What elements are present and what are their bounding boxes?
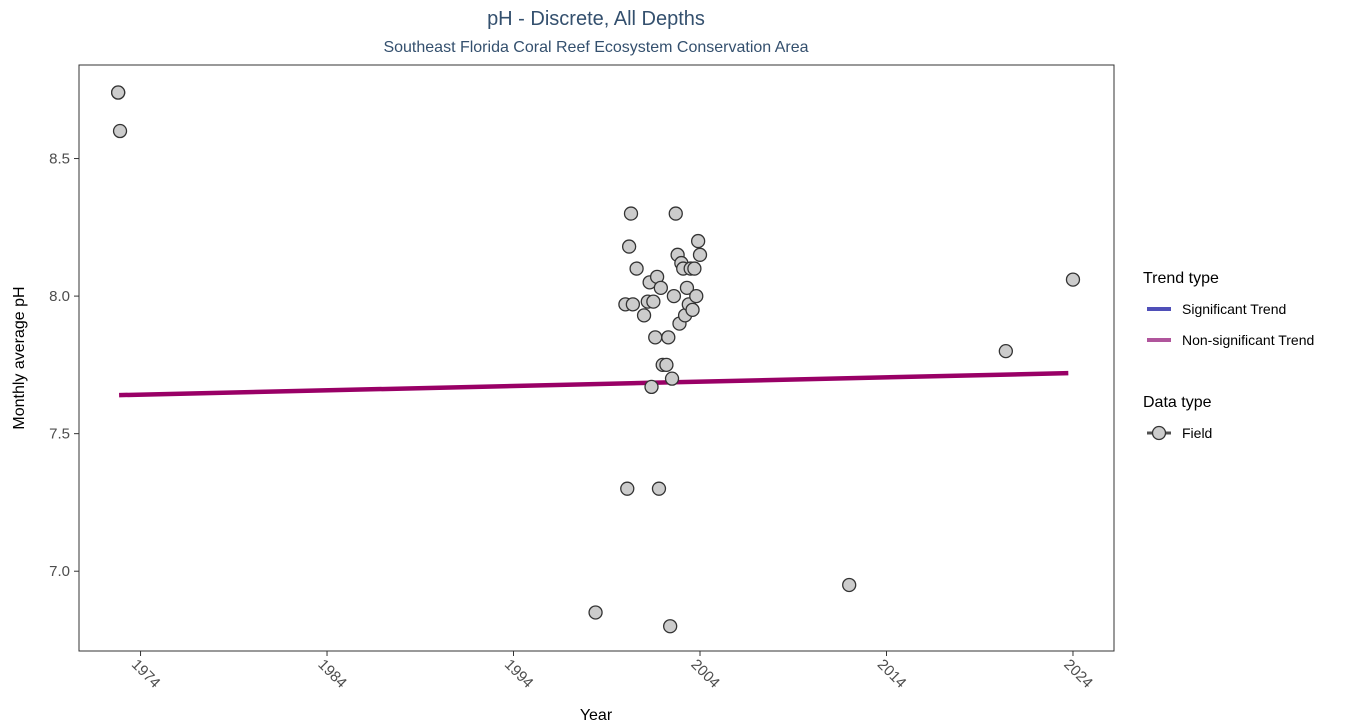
data-point [1065,272,1081,287]
x-tick-label: 2014 [874,656,910,692]
x-tick-label: 1984 [314,656,350,692]
data-point [653,280,668,295]
chart-title: pH - Discrete, All Depths [487,8,705,30]
y-tick-label: 8.0 [49,288,70,305]
data-point [659,357,674,373]
x-axis-title: Year [580,707,613,724]
data-point [646,294,661,309]
y-tick-label: 7.0 [49,563,70,580]
data-point [648,330,663,345]
data-point [692,247,708,262]
data-point [636,308,652,323]
data-point [679,280,695,295]
legend: Trend type Significant Trend Non-signifi… [1143,270,1314,441]
x-tick-label: 2024 [1060,656,1096,692]
chart-subtitle: Southeast Florida Coral Reef Ecosystem C… [383,39,808,56]
data-point [111,85,126,100]
legend-field-label: Field [1182,425,1212,441]
data-point [623,206,639,221]
data-point [687,261,702,276]
data-point [620,481,635,496]
data-point [112,123,128,139]
data-point [625,297,641,312]
data-point [663,619,678,634]
x-axis: 1974 1984 1994 2004 2014 2024 [128,651,1096,692]
data-point [668,206,683,221]
data-point [651,481,667,496]
data-point [621,239,637,254]
data-point [690,233,706,249]
data-point [629,261,644,276]
y-tick-label: 8.5 [49,151,70,168]
y-axis: 7.0 7.5 8.0 8.5 [49,151,79,580]
x-tick-label: 1994 [501,656,537,692]
legend-data-title: Data type [1143,394,1212,411]
points-layer [111,85,1081,634]
data-point [666,288,682,304]
x-tick-label: 1974 [128,656,164,692]
data-point [664,371,680,386]
legend-field-key-point [1151,425,1167,441]
data-point [842,577,857,593]
plot-panel [78,64,1115,652]
y-tick-label: 7.5 [49,426,70,443]
data-point [588,605,603,620]
legend-nonsignificant-label: Non-significant Trend [1182,332,1314,348]
legend-significant-label: Significant Trend [1182,301,1286,317]
data-point [998,343,1013,359]
data-point [685,302,700,318]
trend-line [119,370,1069,398]
legend-trend-title: Trend type [1143,270,1219,287]
data-point [661,330,676,345]
x-tick-label: 2004 [687,656,723,692]
data-point [689,288,704,304]
data-point [644,379,659,395]
y-axis-title: Monthly average pH [11,286,28,429]
trend-layer [119,370,1069,398]
